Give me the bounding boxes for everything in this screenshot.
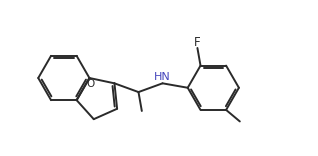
Text: O: O bbox=[87, 79, 95, 89]
Text: HN: HN bbox=[154, 72, 171, 82]
Text: F: F bbox=[194, 36, 201, 49]
